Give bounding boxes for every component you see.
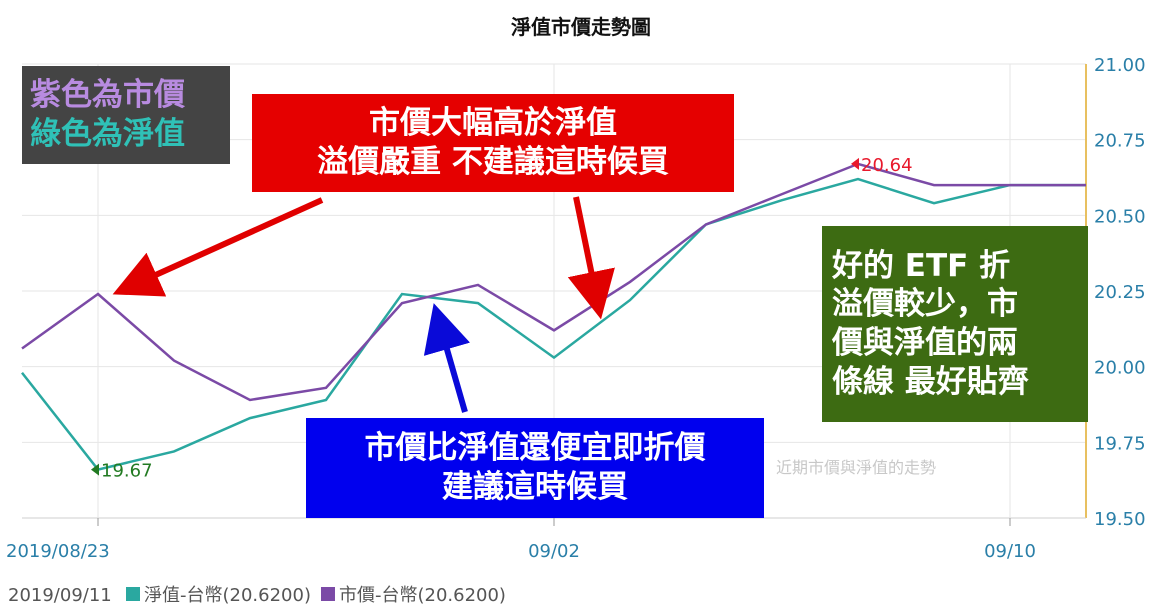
y-tick-label: 21.00 bbox=[1094, 55, 1146, 76]
y-tick-label: 20.25 bbox=[1094, 282, 1146, 303]
good-etf-line2: 溢價較少，市 bbox=[832, 286, 1018, 323]
y-tick-label: 20.75 bbox=[1094, 131, 1146, 152]
good-etf-note: 好的 ETF 折 溢價較少，市 價與淨值的兩 條線 最好貼齊 bbox=[822, 226, 1088, 422]
good-etf-line3: 價與淨值的兩 bbox=[832, 325, 1018, 361]
discount-note: 市價比淨值還便宜即折價 建議這時候買 bbox=[306, 418, 764, 518]
y-tick-label: 20.00 bbox=[1094, 358, 1146, 379]
y-axis-labels: 21.00 20.75 20.50 20.25 20.00 19.75 19.50 bbox=[1094, 55, 1146, 530]
x-tick-label: 09/10 bbox=[984, 541, 1036, 562]
color-key-purple: 紫色為市價 bbox=[30, 77, 185, 114]
premium-note: 市價大幅高於淨值 溢價嚴重 不建議這時候買 bbox=[252, 94, 734, 192]
discount-arrow bbox=[423, 303, 471, 413]
legend-date: 2019/09/11 bbox=[8, 585, 112, 606]
price-line bbox=[21, 162, 1086, 402]
premium-note-line1: 市價大幅高於淨值 bbox=[369, 105, 617, 142]
color-key-box: 紫色為市價 綠色為淨值 bbox=[22, 66, 230, 164]
x-axis-labels: 2019/08/23 09/02 09/10 bbox=[6, 541, 1036, 562]
premium-arrow-left bbox=[112, 197, 324, 297]
point-marker bbox=[91, 463, 99, 476]
chart-title: 淨值市價走勢圖 bbox=[511, 15, 651, 39]
watermark: 近期市價與淨值的走勢 bbox=[776, 458, 937, 477]
nav-line bbox=[21, 177, 1086, 471]
legend: 2019/09/11 淨值-台幣(20.6200) 市價-台幣(20.6200) bbox=[8, 585, 506, 606]
point-marker bbox=[851, 157, 859, 170]
x-tick-label: 09/02 bbox=[528, 541, 580, 562]
y-tick-label: 20.50 bbox=[1094, 206, 1146, 227]
color-key-green: 綠色為淨值 bbox=[30, 116, 185, 152]
legend-item: 市價-台幣(20.6200) bbox=[339, 585, 506, 606]
y-tick-label: 19.75 bbox=[1094, 433, 1146, 454]
series-lines bbox=[21, 162, 1086, 471]
x-tick-label: 2019/08/23 bbox=[6, 541, 110, 562]
legend-item: 淨值-台幣(20.6200) bbox=[144, 585, 311, 606]
point-label: 19.67 bbox=[101, 461, 153, 482]
legend-swatch bbox=[320, 587, 335, 601]
premium-arrow-right bbox=[567, 196, 615, 320]
good-etf-line1: 好的 ETF 折 bbox=[832, 247, 1011, 284]
legend-swatch bbox=[126, 587, 140, 601]
discount-note-line2: 建議這時候買 bbox=[442, 469, 628, 505]
premium-note-line2: 溢價嚴重 不建議這時候買 bbox=[317, 144, 669, 180]
y-tick-label: 19.50 bbox=[1094, 509, 1146, 530]
good-etf-line4: 條線 最好貼齊 bbox=[832, 363, 1029, 400]
discount-note-line1: 市價比淨值還便宜即折價 bbox=[364, 430, 706, 467]
point-labels: 19.67 20.64 bbox=[91, 155, 913, 482]
point-label: 20.64 bbox=[861, 155, 913, 176]
